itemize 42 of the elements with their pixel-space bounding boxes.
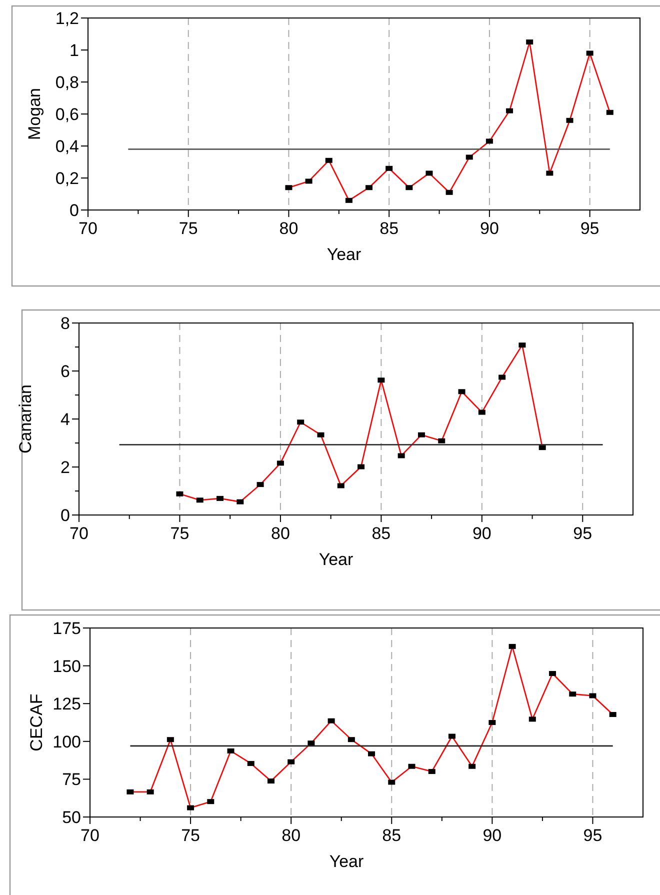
y-tick-label: 75 [62, 770, 81, 790]
x-axis-title: Year [318, 550, 354, 569]
x-tick-label: 90 [472, 524, 492, 543]
x-tick-label: 70 [78, 219, 98, 238]
x-axis-title: Year [326, 245, 362, 264]
x-tick-label: 70 [80, 826, 100, 845]
y-axis-title: Mogan [25, 88, 44, 140]
x-tick-label: 85 [372, 524, 391, 543]
y-tick-label: 1 [70, 41, 79, 60]
y-tick-label: 1,2 [55, 9, 79, 28]
x-tick-label: 95 [583, 826, 602, 845]
x-tick-label: 75 [178, 219, 198, 238]
x-tick-label: 95 [573, 524, 592, 543]
y-tick-label: 125 [52, 694, 81, 714]
y-tick-label: 0 [70, 201, 79, 220]
y-tick-label: 50 [62, 808, 81, 827]
y-tick-label: 2 [60, 458, 70, 477]
y-tick-label: 0,8 [55, 73, 79, 92]
x-tick-label: 90 [480, 219, 499, 238]
y-tick-label: 4 [60, 410, 70, 429]
x-tick-label: 75 [181, 826, 200, 845]
y-tick-label: 175 [52, 619, 81, 638]
y-tick-label: 0,2 [55, 169, 79, 188]
x-tick-label: 70 [70, 524, 88, 543]
y-tick-label: 100 [52, 732, 81, 752]
y-tick-label: 0,4 [55, 137, 79, 156]
x-tick-label: 85 [382, 826, 402, 845]
y-tick-label: 6 [60, 362, 70, 381]
x-tick-label: 75 [170, 524, 190, 543]
y-axis-title: CECAF [27, 694, 46, 752]
x-tick-label: 85 [380, 219, 399, 238]
x-tick-label: 95 [580, 219, 600, 238]
y-tick-label: 0,6 [55, 105, 79, 124]
y-tick-label: 0 [60, 506, 70, 525]
x-tick-label: 90 [482, 826, 502, 845]
y-axis-title: Canarian [16, 384, 35, 454]
x-tick-label: 80 [279, 219, 298, 238]
x-tick-label: 80 [270, 524, 290, 543]
y-tick-label: 8 [60, 314, 70, 333]
x-tick-label: 80 [282, 826, 301, 845]
y-tick-label: 150 [52, 656, 81, 676]
x-axis-title: Year [329, 852, 364, 871]
